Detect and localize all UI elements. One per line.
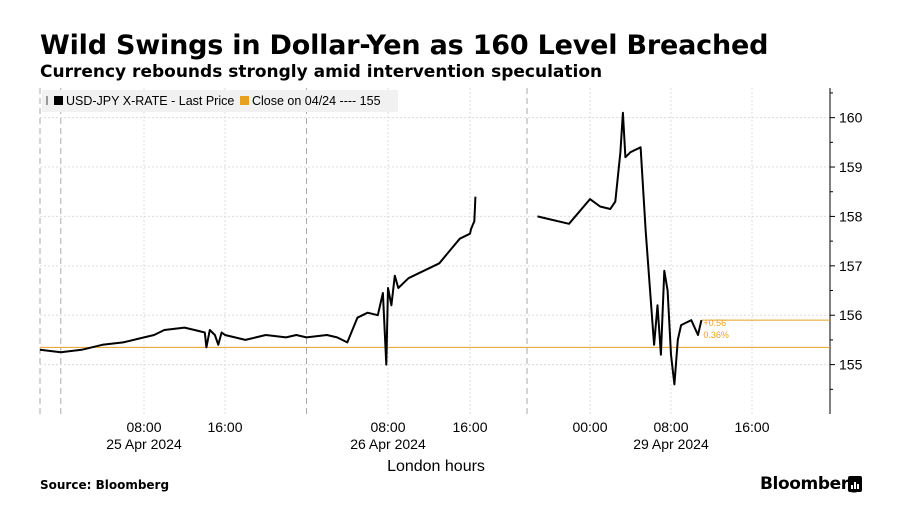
- x-tick-label: 08:00: [370, 419, 405, 435]
- legend-box: [42, 90, 398, 112]
- price-series-line: [537, 111, 703, 386]
- legend-marker-grip: [46, 96, 48, 105]
- change-annotation: +0.56: [703, 318, 726, 328]
- y-tick-label: 156: [839, 307, 863, 323]
- price-series-line: [39, 196, 477, 366]
- x-tick-label: 16:00: [734, 419, 769, 435]
- y-tick-label: 157: [839, 258, 863, 274]
- y-tick-label: 158: [839, 208, 863, 224]
- x-tick-label: 16:00: [452, 419, 487, 435]
- x-tick-label: 08:00: [126, 419, 161, 435]
- change-pct-annotation: 0.36%: [703, 330, 729, 340]
- legend-swatch-price: [54, 96, 63, 105]
- x-date-label: 26 Apr 2024: [350, 436, 426, 452]
- x-date-label: 25 Apr 2024: [106, 436, 182, 452]
- x-tick-label: 16:00: [207, 419, 242, 435]
- bloomberg-logo: Bloomberg: [760, 474, 861, 494]
- x-date-label: 29 Apr 2024: [633, 436, 709, 452]
- y-tick-label: 159: [839, 159, 863, 175]
- y-tick-label: 155: [839, 357, 863, 373]
- bloomberg-terminal-icon: [848, 476, 862, 492]
- legend-label-price: USD-JPY X-RATE - Last Price: [66, 94, 234, 108]
- chart-title: Wild Swings in Dollar-Yen as 160 Level B…: [40, 30, 769, 61]
- legend-swatch-close: [240, 96, 249, 105]
- x-tick-label: 00:00: [572, 419, 607, 435]
- x-tick-label: 08:00: [653, 419, 688, 435]
- source-note: Source: Bloomberg: [40, 478, 170, 492]
- legend-label-close: Close on 04/24 ---- 155: [252, 94, 381, 108]
- y-tick-label: 160: [839, 110, 863, 126]
- chart-subtitle: Currency rebounds strongly amid interven…: [40, 62, 603, 82]
- x-axis-title: London hours: [387, 458, 485, 475]
